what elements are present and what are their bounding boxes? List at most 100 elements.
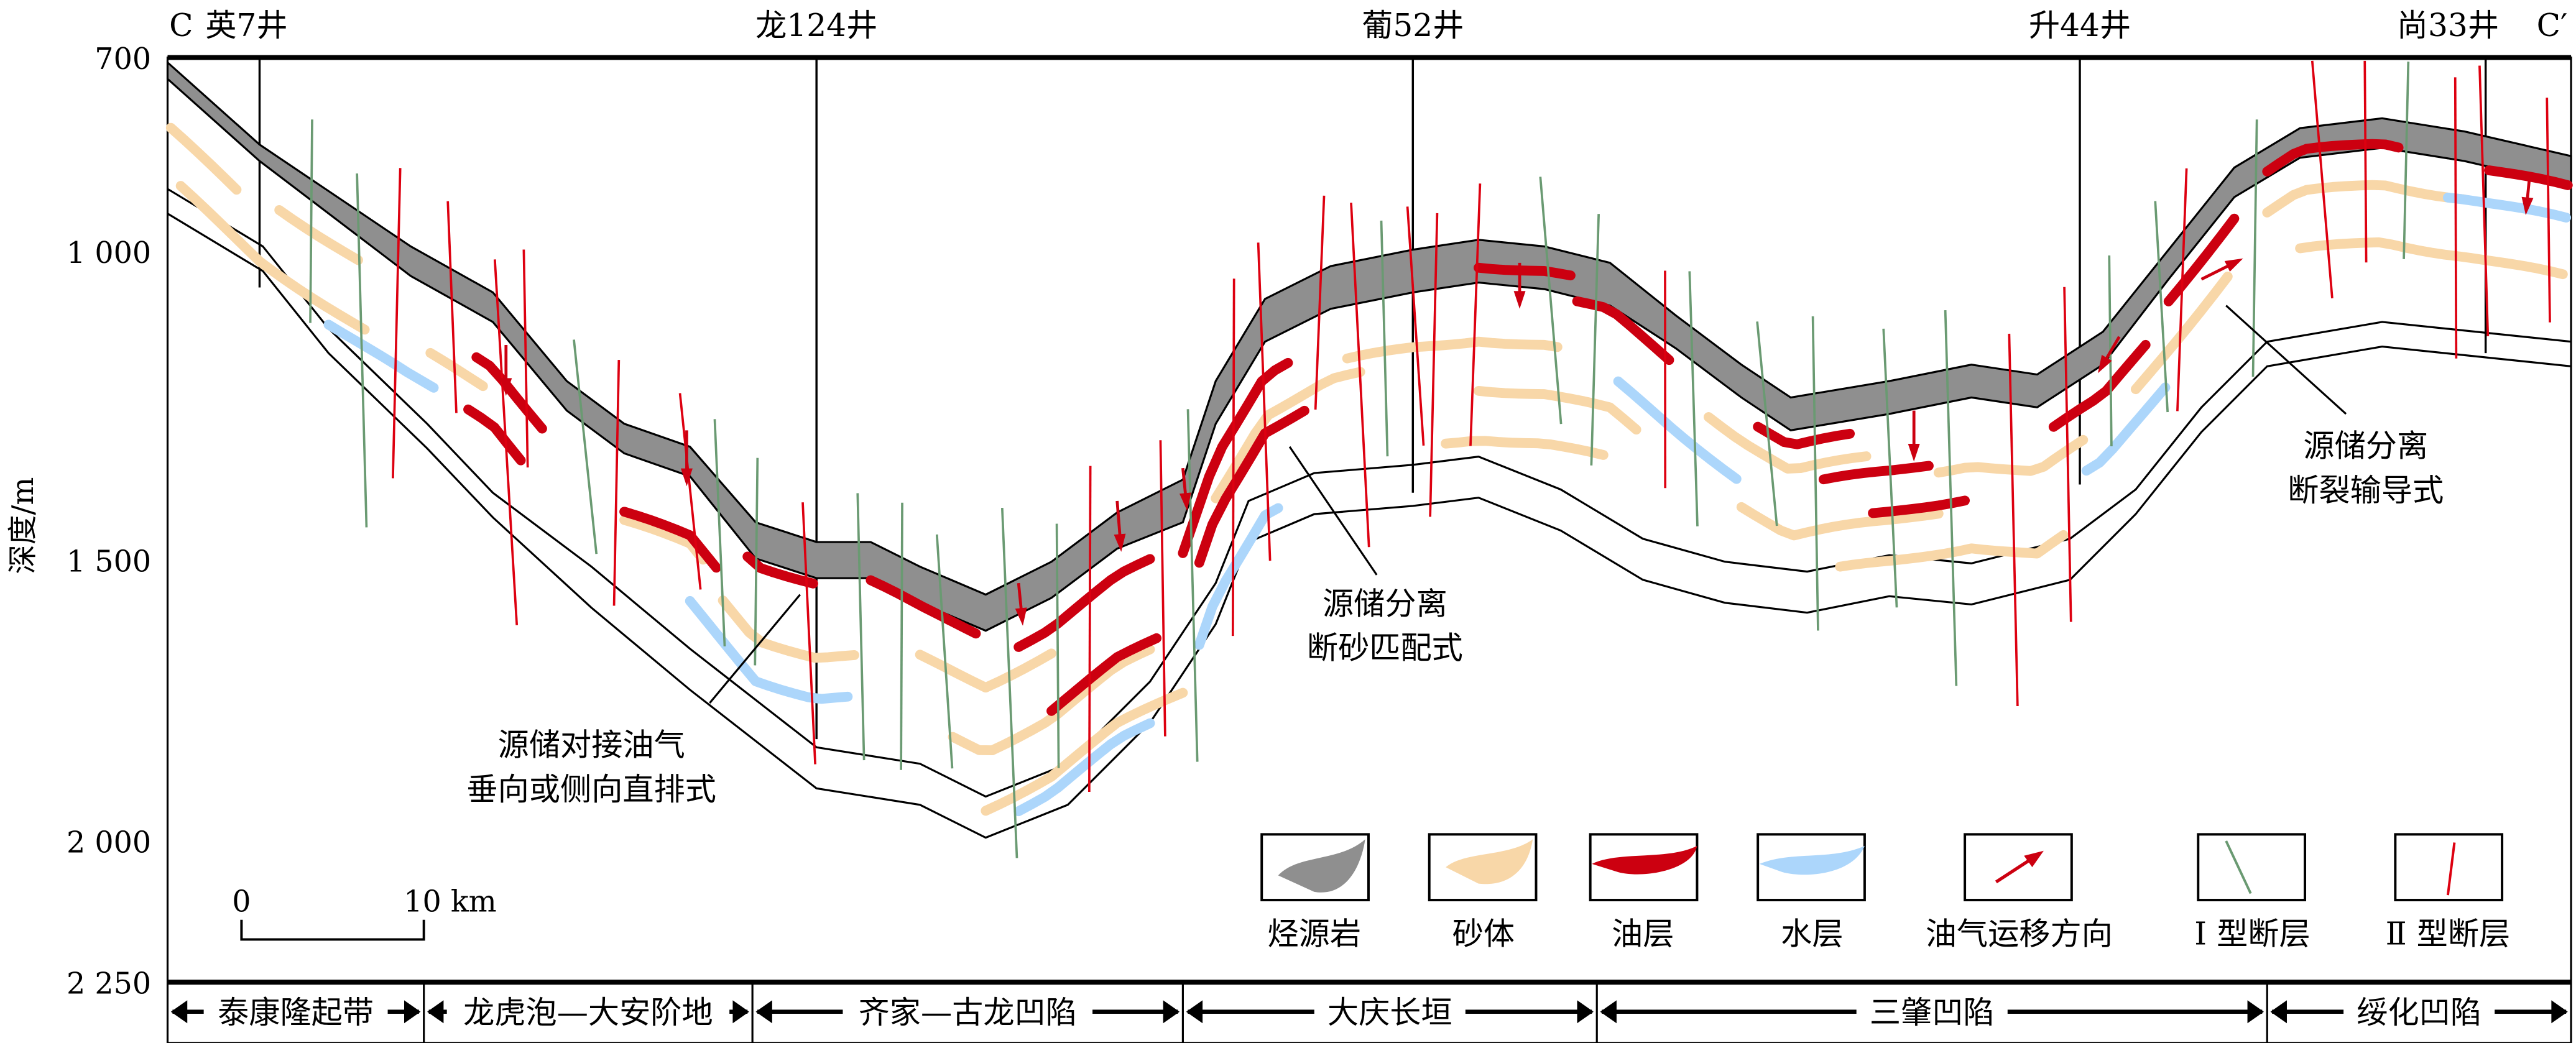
type1-fault: [1186, 409, 1199, 762]
well-labels: C 英7井 龙124井 葡52井 升44井 尚33井 C′: [169, 7, 2567, 44]
y-tick-700: 700: [95, 42, 151, 76]
zone-label: 三肇凹陷: [1870, 994, 1995, 1031]
type2-fault: [2546, 98, 2551, 323]
migration-arrow-head: [1513, 291, 1526, 309]
zone-label: 泰康隆起带: [218, 994, 374, 1031]
legend-label-source-rock: 烃源岩: [1267, 915, 1361, 952]
well-label-sheng44: 升44井: [2029, 7, 2131, 44]
water-layer: [1013, 718, 1155, 817]
type2-fault: [2478, 65, 2490, 336]
type1-fault: [935, 534, 954, 769]
migration-arrow-head: [1179, 492, 1191, 511]
sand-body: [2295, 237, 2568, 280]
type2-fault: [1257, 242, 1272, 561]
type1-fault: [1539, 177, 1563, 425]
migration-arrow-head: [500, 378, 512, 396]
oil-layer: [866, 575, 981, 639]
type1-fault: [309, 119, 313, 323]
type2-fault: [2454, 77, 2458, 359]
zone-arrow-left-icon: [427, 1000, 444, 1024]
zone-arrow-left-icon: [2270, 1000, 2287, 1024]
type1-fault: [573, 339, 598, 554]
type2-fault: [2176, 168, 2188, 411]
migration-arrow-head: [2521, 196, 2534, 216]
oil-layer: [471, 352, 547, 434]
type2-fault: [1088, 466, 1092, 792]
oil-layer: [463, 404, 526, 466]
zone-label: 齐家—古龙凹陷: [859, 994, 1077, 1031]
type2-fault: [446, 201, 458, 413]
type2-fault: [801, 502, 816, 765]
type1-fault: [754, 457, 759, 666]
y-tick-1500: 1 500: [67, 545, 151, 579]
annotation-leader-1: [709, 594, 801, 704]
well-label-pu52: 葡52井: [1362, 7, 1464, 44]
y-tick-1000: 1 000: [67, 236, 151, 270]
type2-fault: [1406, 206, 1425, 446]
type2-fault: [1231, 278, 1235, 636]
water-layer: [2081, 382, 2171, 476]
y-axis: 700 1 000 1 500 2 000 2 250 深度/m: [6, 42, 151, 1001]
sand-body: [1211, 367, 1365, 503]
formation-base-line: [167, 188, 2572, 798]
legend-swatch-sand: [1446, 839, 1533, 884]
annotation-2-line-2: 断砂匹配式: [1307, 630, 1463, 666]
type1-fault: [856, 493, 866, 761]
sand-body: [948, 644, 1155, 756]
migration-arrow-head: [1015, 607, 1027, 626]
type1-fault: [1811, 316, 1819, 631]
section-start-label: C: [169, 7, 193, 44]
type1-fault: [713, 419, 726, 646]
zone-arrow-right-icon: [2247, 1000, 2264, 1024]
type1-fault: [1380, 220, 1389, 457]
legend-label-sand: 砂体: [1452, 915, 1515, 952]
sand-body: [425, 347, 488, 392]
type2-fault-icon: [2446, 842, 2456, 896]
oil-layer: [1572, 296, 1674, 365]
sand-body: [718, 595, 859, 663]
oil-layer: [1178, 357, 1293, 558]
annotation-leader-3: [2225, 305, 2347, 415]
scale-bar: 0 10 km: [232, 885, 497, 941]
type1-fault: [2251, 119, 2258, 377]
migration-arrow-head: [680, 468, 693, 487]
type1-fault: [1756, 321, 1778, 526]
water-layer: [685, 595, 853, 704]
annotation-leader-2: [1288, 446, 1378, 576]
annotation-2-line-1: 源储分离: [1323, 585, 1447, 622]
legend-label-oil: 油层: [1612, 915, 1674, 952]
zone-arrow-right-icon: [2551, 1000, 2568, 1024]
water-layer: [1613, 376, 1742, 484]
type2-fault: [1469, 183, 1482, 446]
sand-body: [915, 648, 1056, 693]
type1-fault: [2154, 201, 2169, 413]
oil-layer: [2262, 139, 2404, 177]
y-axis-label: 深度/m: [6, 477, 40, 574]
zone-arrow-left-icon: [1600, 1000, 1617, 1024]
water-layer: [2442, 192, 2572, 223]
scale-bar-start: 0: [232, 885, 251, 919]
legend-label-water: 水层: [1781, 915, 1843, 952]
oil-layer: [1474, 262, 1576, 281]
oil-layer: [619, 507, 721, 573]
well-label-shang33: 尚33井: [2397, 7, 2499, 44]
water-layer: [1194, 503, 1283, 650]
type2-fault: [392, 168, 402, 479]
geologic-section: [165, 60, 2573, 858]
type2-fault: [493, 259, 519, 625]
sand-body: [2130, 271, 2233, 395]
sand-body: [175, 181, 370, 335]
oil-layer: [1868, 495, 1970, 518]
well-label-ying7: 英7井: [205, 7, 287, 44]
sand-body: [1342, 336, 1563, 364]
oil-layer: [2163, 213, 2240, 306]
zone-label: 大庆长垣: [1327, 994, 1452, 1031]
type2-fault: [522, 249, 529, 468]
sand-body: [1933, 434, 2089, 478]
section-end-label: C′: [2537, 7, 2568, 44]
legend-label-migration: 油气运移方向: [1926, 915, 2113, 952]
type1-fault: [1000, 507, 1018, 858]
oil-layer: [1818, 461, 1934, 485]
type2-fault: [1429, 213, 1439, 517]
type1-fault: [1688, 271, 1699, 526]
